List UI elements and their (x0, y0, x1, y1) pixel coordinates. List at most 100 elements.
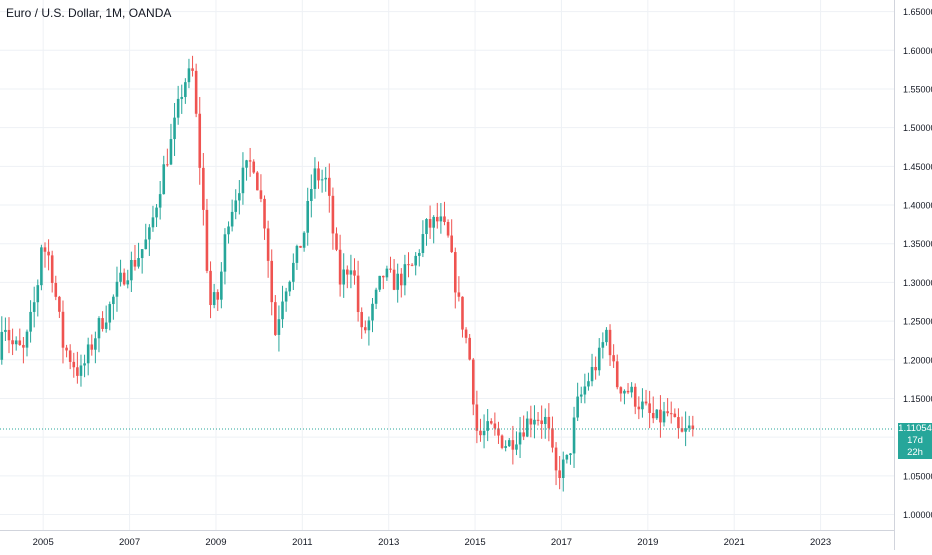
candle-down (346, 269, 349, 275)
candle-down (435, 216, 439, 222)
candle-down (360, 312, 363, 328)
candle-down (43, 247, 47, 252)
candle-down (666, 411, 669, 414)
candle-up (572, 417, 576, 454)
candle-down (461, 296, 464, 330)
candle-up (623, 390, 626, 394)
y-tick-label: 1.05000 (903, 471, 932, 481)
candle-up (220, 271, 223, 300)
candle-up (238, 193, 241, 201)
candle-down (522, 432, 525, 437)
candle-up (245, 160, 248, 168)
candle-down (536, 419, 540, 421)
candle-up (396, 273, 399, 290)
candle-up (180, 97, 184, 99)
candle-up (119, 272, 122, 282)
candle-up (385, 268, 389, 278)
candle-up (115, 281, 119, 297)
candle-down (558, 470, 561, 478)
candle-up (79, 365, 83, 376)
candle-down (90, 344, 94, 350)
candle-down (65, 347, 68, 351)
x-tick-label: 2013 (378, 537, 399, 548)
candle-up (94, 338, 97, 350)
candle-up (112, 296, 115, 305)
candle-down (11, 340, 14, 345)
x-tick-label: 2023 (810, 537, 831, 548)
x-tick-label: 2019 (637, 537, 658, 548)
candle-up (108, 304, 112, 323)
candle-up (140, 249, 144, 259)
candle-up (40, 247, 43, 286)
candle-down (389, 268, 392, 270)
candle-down (453, 252, 457, 293)
candle-up (295, 245, 299, 263)
candle-up (227, 226, 230, 235)
candle-up (569, 453, 572, 455)
candle-up (288, 281, 292, 292)
candle-down (410, 264, 414, 266)
candle-up (148, 227, 151, 240)
candle-down (594, 366, 597, 371)
candle-down (22, 344, 25, 348)
candle-up (158, 194, 162, 208)
candle-up (414, 255, 417, 266)
candle-down (198, 113, 202, 168)
candle-up (284, 291, 288, 302)
candle-up (590, 366, 594, 382)
y-tick-label: 1.60000 (903, 46, 932, 56)
candle-down (450, 235, 453, 253)
candle-down (47, 251, 50, 256)
candle-down (191, 68, 194, 71)
candle-up (565, 454, 569, 460)
candle-down (471, 359, 475, 405)
candle-up (104, 322, 108, 329)
candle-up (504, 446, 507, 448)
candle-down (479, 430, 482, 436)
candle-up (587, 381, 590, 387)
candle-up (374, 289, 378, 304)
candle-down (626, 390, 630, 393)
candle-up (14, 340, 18, 345)
candle-down (299, 245, 302, 248)
candle-up (320, 179, 324, 181)
candle-down (266, 228, 270, 261)
candle-up (439, 216, 443, 222)
candle-down (457, 292, 461, 297)
candle-up (144, 239, 148, 250)
candle-down (392, 269, 396, 290)
candle-up (349, 270, 353, 275)
y-tick-label: 1.65000 (903, 7, 932, 17)
candle-down (18, 340, 22, 345)
candle-down (256, 172, 259, 191)
candle-up (525, 418, 529, 437)
candle-down (468, 337, 471, 360)
candle-up (597, 347, 601, 371)
candle-up (342, 269, 346, 285)
candle-up (306, 201, 310, 233)
candle-up (432, 216, 435, 228)
candle-down (443, 216, 446, 222)
candle-down (637, 406, 641, 410)
candle-up (137, 258, 140, 267)
candle-up (223, 234, 227, 272)
candle-up (29, 311, 32, 332)
x-tick-label: 2007 (119, 537, 140, 548)
candle-up (184, 82, 187, 98)
candle-down (399, 273, 403, 286)
y-tick-label: 1.35000 (903, 239, 932, 249)
candle-up (212, 292, 216, 306)
candle-down (263, 198, 266, 229)
candle-up (482, 430, 486, 436)
candle-up (417, 252, 421, 256)
candle-down (540, 420, 543, 425)
candle-down (166, 164, 169, 166)
y-tick-label: 1.25000 (903, 317, 932, 327)
candle-down (446, 221, 450, 236)
y-tick-label: 1.20000 (903, 355, 932, 365)
candle-up (302, 232, 306, 248)
candle-down (554, 447, 558, 471)
candle-down (648, 403, 651, 413)
